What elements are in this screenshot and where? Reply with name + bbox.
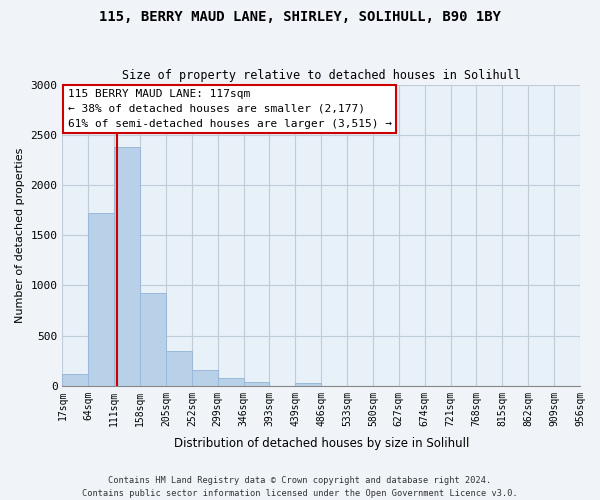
Bar [62, 374, 88, 386]
Text: Contains HM Land Registry data © Crown copyright and database right 2024.
Contai: Contains HM Land Registry data © Crown c… [82, 476, 518, 498]
Bar [295, 384, 321, 386]
Text: 115 BERRY MAUD LANE: 117sqm
← 38% of detached houses are smaller (2,177)
61% of : 115 BERRY MAUD LANE: 117sqm ← 38% of det… [68, 89, 392, 128]
Y-axis label: Number of detached properties: Number of detached properties [15, 148, 25, 323]
Bar [114, 147, 140, 386]
Text: 115, BERRY MAUD LANE, SHIRLEY, SOLIHULL, B90 1BY: 115, BERRY MAUD LANE, SHIRLEY, SOLIHULL,… [99, 10, 501, 24]
Bar [218, 378, 244, 386]
Bar [166, 350, 192, 386]
Title: Size of property relative to detached houses in Solihull: Size of property relative to detached ho… [122, 69, 521, 82]
X-axis label: Distribution of detached houses by size in Solihull: Distribution of detached houses by size … [173, 437, 469, 450]
Bar [192, 370, 218, 386]
Bar [140, 294, 166, 386]
Bar [88, 213, 114, 386]
Bar [244, 382, 269, 386]
